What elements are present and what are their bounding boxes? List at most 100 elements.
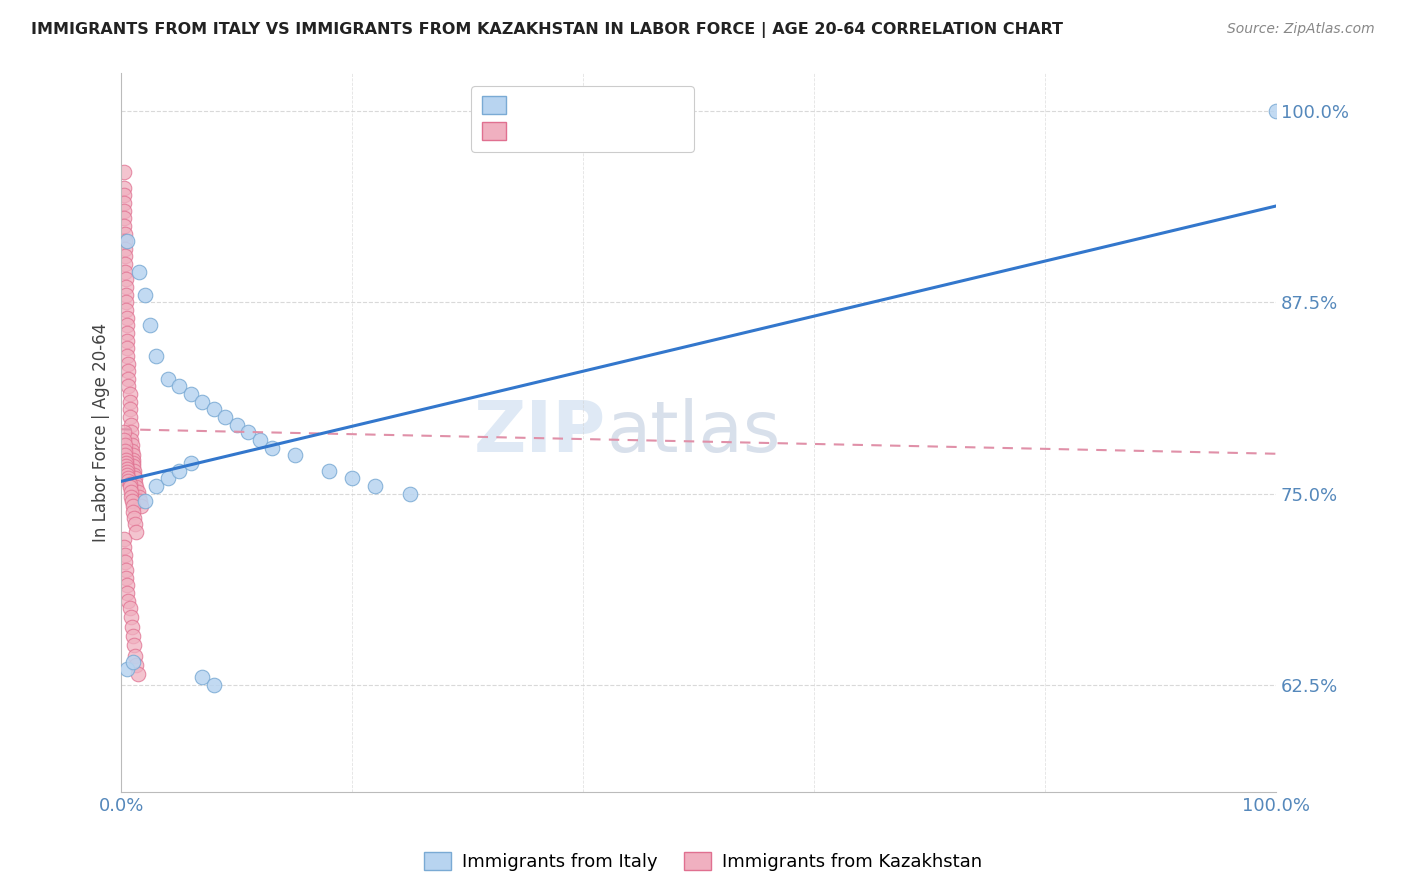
Point [202,678,225,692]
Point [115,334,138,348]
Point [115,578,138,592]
Point [118,480,141,494]
Point [125,480,148,494]
Point [117,379,139,393]
Point [120,417,142,432]
Point [118,410,141,425]
Point [145,479,167,493]
Point [112,533,135,547]
Text: N =: N = [554,117,606,135]
Point [112,433,135,447]
Point [115,310,138,325]
Point [124,471,146,485]
Point [112,165,135,179]
Point [114,448,136,462]
Point [115,563,138,577]
Point [122,511,145,525]
Point [167,379,190,393]
Point [122,629,145,643]
Text: -0.056: -0.056 [508,117,572,135]
Point [115,586,138,600]
Point [114,242,136,256]
Point [121,494,143,508]
Point [115,662,138,676]
Point [115,571,138,585]
Point [238,425,260,440]
Point [399,486,422,500]
Point [118,402,141,417]
Point [115,326,138,340]
Legend: Immigrants from Italy, Immigrants from Kazakhstan: Immigrants from Italy, Immigrants from K… [416,846,990,879]
Point [127,485,149,500]
Y-axis label: In Labor Force | Age 20-64: In Labor Force | Age 20-64 [93,323,110,542]
Point [284,448,307,462]
Point [118,477,141,491]
Text: ZIP: ZIP [474,398,606,467]
Point [115,341,138,355]
Point [112,425,135,440]
Point [225,417,247,432]
Text: 90: 90 [585,117,610,135]
Point [139,318,162,333]
Point [129,494,152,508]
Point [115,456,138,470]
Point [122,638,145,652]
Point [318,464,340,478]
Point [114,437,136,451]
Point [134,494,156,508]
Point [115,287,138,301]
Point [202,402,225,417]
Point [118,387,141,401]
Point [114,234,136,248]
Point [117,372,139,386]
Text: R =: R = [482,95,522,113]
Point [112,203,135,218]
Legend:                             ,                             : , [471,86,693,152]
Point [127,667,149,681]
Point [180,387,202,401]
Point [167,464,190,478]
Point [114,548,136,562]
Point [120,433,142,447]
Point [180,456,202,470]
Text: atlas: atlas [606,398,780,467]
Point [115,280,138,294]
Point [260,441,283,455]
Point [112,196,135,211]
Point [117,357,139,371]
Point [122,499,145,513]
Point [121,443,143,458]
Point [122,448,145,462]
Text: N =: N = [554,95,606,113]
Text: 0.306: 0.306 [510,95,574,113]
Text: IMMIGRANTS FROM ITALY VS IMMIGRANTS FROM KAZAKHSTAN IN LABOR FORCE | AGE 20-64 C: IMMIGRANTS FROM ITALY VS IMMIGRANTS FROM… [31,22,1063,38]
Point [122,468,145,483]
Point [214,410,236,425]
Point [112,188,135,202]
Point [129,499,152,513]
Point [128,265,150,279]
Text: R =: R = [482,117,522,135]
Point [120,485,142,500]
Point [115,303,138,318]
Point [191,670,214,684]
Point [145,349,167,363]
Point [120,425,142,440]
Point [112,219,135,233]
Point [156,372,179,386]
Point [124,475,146,490]
Point [122,655,145,669]
Point [115,465,138,479]
Point [249,433,271,447]
Point [114,443,136,458]
Point [115,295,138,310]
Point [117,475,139,489]
Point [121,619,143,633]
Point [117,471,139,485]
Point [124,517,146,532]
Point [114,265,136,279]
Point [128,490,150,504]
Point [120,610,142,624]
Text: 30: 30 [585,95,610,113]
Point [364,479,387,493]
